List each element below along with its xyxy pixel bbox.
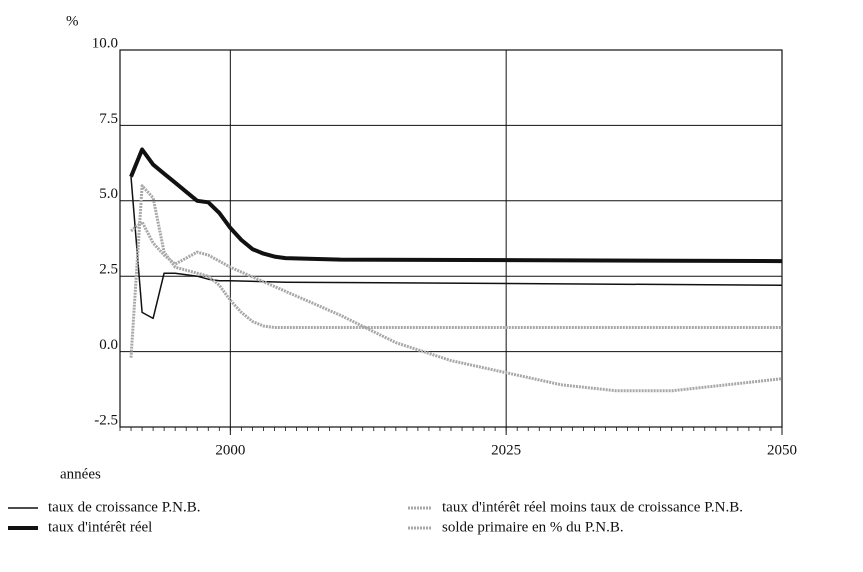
legend-label: solde primaire en % du P.N.B.: [442, 519, 624, 535]
x-tick-label: 2000: [215, 442, 245, 458]
plot-frame: [119, 49, 783, 428]
y-axis-label: %: [66, 13, 79, 29]
legend-label: taux de croissance P.N.B.: [48, 499, 200, 515]
series-line: [130, 176, 783, 320]
y-tick-label: 7.5: [99, 111, 118, 127]
series-line: [130, 220, 783, 393]
x-axis-label: années: [60, 466, 101, 482]
y-tick-label: 5.0: [99, 186, 118, 202]
y-tick-label: 10.0: [92, 35, 118, 51]
series-line: [129, 147, 783, 264]
y-tick-label: 0.0: [99, 337, 118, 353]
x-tick-label: 2050: [767, 442, 797, 458]
y-tick-label: 2.5: [99, 262, 118, 278]
series-line: [129, 184, 782, 358]
legend-label: taux d'intérêt réel moins taux de croiss…: [442, 499, 743, 515]
x-tick-label: 2025: [491, 442, 521, 458]
y-tick-label: -2.5: [94, 412, 118, 428]
legend-label: taux d'intérêt réel: [48, 519, 152, 535]
